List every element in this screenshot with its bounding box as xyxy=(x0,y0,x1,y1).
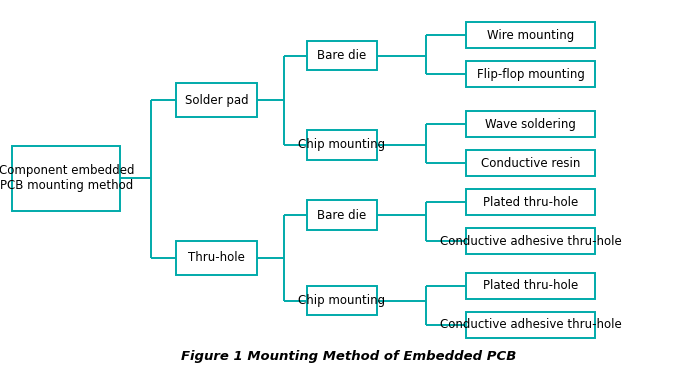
Text: Conductive adhesive thru-hole: Conductive adhesive thru-hole xyxy=(440,318,621,331)
Text: Figure 1 Mounting Method of Embedded PCB: Figure 1 Mounting Method of Embedded PCB xyxy=(181,350,517,364)
FancyBboxPatch shape xyxy=(307,41,377,70)
FancyBboxPatch shape xyxy=(466,312,595,338)
Text: Plated thru-hole: Plated thru-hole xyxy=(483,279,578,292)
FancyBboxPatch shape xyxy=(13,146,120,210)
Text: Solder pad: Solder pad xyxy=(184,93,248,107)
Text: Bare die: Bare die xyxy=(318,209,366,222)
FancyBboxPatch shape xyxy=(176,83,257,117)
FancyBboxPatch shape xyxy=(307,130,377,160)
Text: Chip mounting: Chip mounting xyxy=(299,138,385,151)
FancyBboxPatch shape xyxy=(466,150,595,176)
FancyBboxPatch shape xyxy=(466,228,595,254)
FancyBboxPatch shape xyxy=(466,22,595,48)
Text: Conductive resin: Conductive resin xyxy=(481,157,580,170)
FancyBboxPatch shape xyxy=(466,189,595,215)
Text: Wire mounting: Wire mounting xyxy=(487,29,574,42)
Text: Flip-flop mounting: Flip-flop mounting xyxy=(477,68,584,81)
FancyBboxPatch shape xyxy=(466,111,595,137)
Text: Component embedded
PCB mounting method: Component embedded PCB mounting method xyxy=(0,164,134,192)
FancyBboxPatch shape xyxy=(466,61,595,87)
FancyBboxPatch shape xyxy=(466,273,595,299)
Text: Bare die: Bare die xyxy=(318,49,366,62)
Text: Wave soldering: Wave soldering xyxy=(485,118,576,131)
FancyBboxPatch shape xyxy=(307,200,377,230)
FancyBboxPatch shape xyxy=(176,241,257,275)
Text: Conductive adhesive thru-hole: Conductive adhesive thru-hole xyxy=(440,234,621,248)
FancyBboxPatch shape xyxy=(307,286,377,315)
Text: Plated thru-hole: Plated thru-hole xyxy=(483,196,578,209)
Text: Chip mounting: Chip mounting xyxy=(299,294,385,307)
Text: Thru-hole: Thru-hole xyxy=(188,251,245,265)
